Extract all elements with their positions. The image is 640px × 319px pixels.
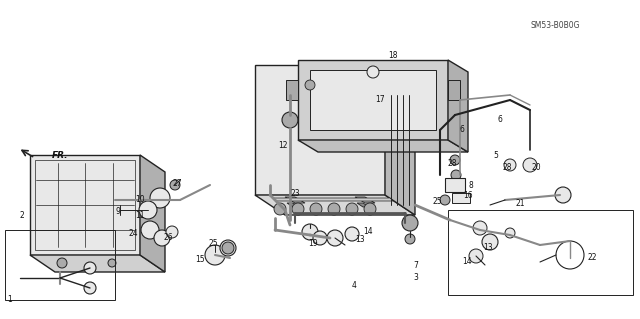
Circle shape — [305, 80, 315, 90]
Text: 6: 6 — [497, 115, 502, 124]
Polygon shape — [448, 60, 468, 152]
Text: 7: 7 — [413, 261, 419, 270]
Text: 16: 16 — [463, 191, 473, 201]
Text: 22: 22 — [588, 254, 596, 263]
Polygon shape — [140, 155, 165, 272]
Text: FR.: FR. — [52, 151, 68, 160]
Circle shape — [154, 230, 170, 246]
Polygon shape — [355, 197, 375, 203]
Circle shape — [84, 262, 96, 274]
Circle shape — [327, 230, 343, 246]
Circle shape — [367, 66, 379, 78]
Circle shape — [364, 203, 376, 215]
Circle shape — [150, 188, 170, 208]
Circle shape — [523, 158, 537, 172]
Text: 18: 18 — [388, 50, 397, 60]
Circle shape — [345, 227, 359, 241]
Polygon shape — [448, 80, 460, 100]
Polygon shape — [286, 80, 298, 100]
Polygon shape — [285, 197, 305, 203]
Text: SM53-B0B0G: SM53-B0B0G — [531, 20, 580, 29]
Circle shape — [328, 203, 340, 215]
Circle shape — [220, 240, 236, 256]
Polygon shape — [273, 198, 393, 201]
Text: 15: 15 — [195, 256, 205, 264]
Text: 11: 11 — [135, 211, 145, 219]
Circle shape — [450, 155, 460, 165]
Circle shape — [222, 242, 234, 254]
Text: 3: 3 — [413, 273, 419, 283]
Circle shape — [108, 259, 116, 267]
Circle shape — [504, 159, 516, 171]
Circle shape — [84, 282, 96, 294]
Circle shape — [405, 234, 415, 244]
Text: 27: 27 — [172, 179, 182, 188]
Text: 5: 5 — [493, 151, 499, 160]
Text: 8: 8 — [468, 182, 474, 190]
Text: 4: 4 — [351, 280, 356, 290]
Text: 20: 20 — [531, 164, 541, 173]
Circle shape — [170, 180, 180, 190]
Circle shape — [282, 112, 298, 128]
Text: 13: 13 — [355, 235, 365, 244]
Circle shape — [205, 245, 225, 265]
Text: 9: 9 — [116, 207, 120, 217]
Text: 19: 19 — [308, 240, 318, 249]
Circle shape — [402, 215, 418, 231]
Polygon shape — [298, 60, 448, 140]
Circle shape — [310, 203, 322, 215]
Text: 28: 28 — [502, 164, 512, 173]
Circle shape — [141, 221, 159, 239]
Circle shape — [57, 258, 67, 268]
Text: 17: 17 — [375, 95, 385, 105]
Circle shape — [482, 234, 498, 250]
Polygon shape — [255, 195, 415, 215]
Text: 23: 23 — [290, 189, 300, 197]
Text: 10: 10 — [135, 196, 145, 204]
Polygon shape — [357, 203, 369, 207]
Text: 6: 6 — [460, 125, 465, 135]
Bar — [445, 178, 465, 192]
Circle shape — [346, 203, 358, 215]
Text: 28: 28 — [447, 159, 457, 167]
Bar — [452, 193, 470, 203]
Text: 1: 1 — [8, 295, 12, 305]
Text: 12: 12 — [278, 140, 288, 150]
Circle shape — [166, 226, 178, 238]
Text: 14: 14 — [363, 227, 373, 236]
Circle shape — [451, 170, 461, 180]
Bar — [448, 210, 633, 295]
Text: 21: 21 — [515, 199, 525, 209]
Polygon shape — [298, 140, 468, 152]
Polygon shape — [30, 255, 165, 272]
Text: 25: 25 — [432, 197, 442, 206]
Text: 24: 24 — [128, 228, 138, 238]
Circle shape — [292, 203, 304, 215]
Text: 2: 2 — [20, 211, 24, 219]
Bar — [5, 230, 115, 300]
Bar — [35, 160, 135, 250]
Text: 14: 14 — [462, 257, 472, 266]
Polygon shape — [287, 203, 299, 207]
Circle shape — [302, 224, 318, 240]
Circle shape — [469, 249, 483, 263]
Circle shape — [555, 187, 571, 203]
Circle shape — [440, 195, 450, 205]
Polygon shape — [30, 155, 140, 255]
Circle shape — [473, 221, 487, 235]
Polygon shape — [310, 70, 436, 130]
Circle shape — [139, 201, 157, 219]
Circle shape — [274, 203, 286, 215]
Circle shape — [505, 228, 515, 238]
Text: 26: 26 — [163, 233, 173, 241]
Polygon shape — [255, 65, 385, 195]
Polygon shape — [385, 65, 415, 215]
Text: 13: 13 — [483, 243, 493, 253]
Text: 25: 25 — [208, 239, 218, 248]
Circle shape — [451, 127, 461, 137]
Circle shape — [313, 231, 327, 245]
